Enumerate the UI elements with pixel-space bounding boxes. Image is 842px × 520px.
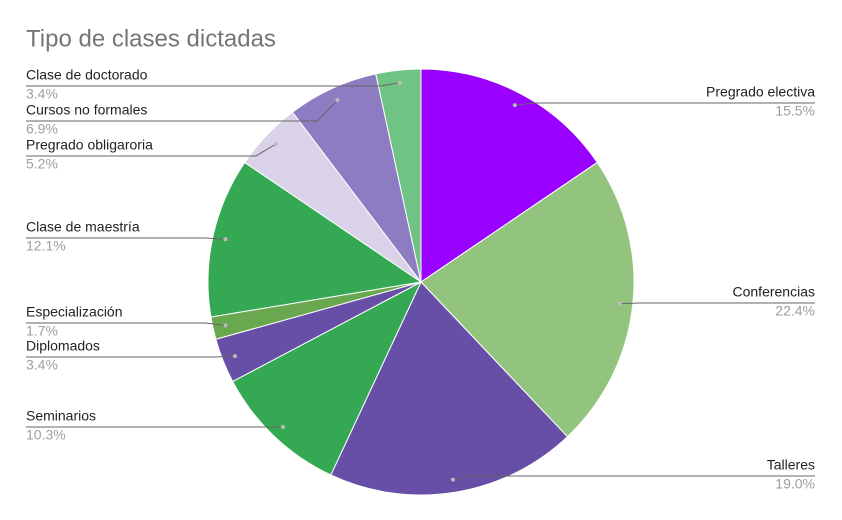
slice-label: Pregrado obligaroria xyxy=(26,137,153,153)
slice-label: Conferencias xyxy=(733,284,816,300)
slice-value-label: 3.4% xyxy=(26,357,58,373)
leader-line xyxy=(26,237,226,240)
slice-label: Clase de doctorado xyxy=(26,67,148,83)
leader-line xyxy=(620,302,815,305)
slice-value-label: 10.3% xyxy=(26,427,66,443)
pie-slice xyxy=(375,68,422,283)
slice-label: Seminarios xyxy=(26,408,96,424)
leader-dot xyxy=(273,142,278,147)
leader-line xyxy=(514,102,815,106)
slice-label: Pregrado electiva xyxy=(706,84,815,100)
leader-dot xyxy=(223,323,228,328)
leader-line xyxy=(452,475,815,481)
leader-dot xyxy=(335,98,340,103)
slice-value-label: 22.4% xyxy=(775,303,815,319)
leader-line xyxy=(26,143,277,157)
slice-label: Clase de maestría xyxy=(26,219,140,235)
slice-value-label: 1.7% xyxy=(26,323,58,339)
pie-slice xyxy=(207,161,423,318)
slice-value-label: 6.9% xyxy=(26,121,58,137)
leader-line xyxy=(26,355,236,358)
leader-line xyxy=(26,99,338,122)
leader-dot xyxy=(397,80,402,85)
slice-value-label: 3.4% xyxy=(26,86,58,102)
slice-value-label: 5.2% xyxy=(26,156,58,172)
pie-slice xyxy=(420,68,598,283)
chart-title: Tipo de clases dictadas xyxy=(26,25,276,52)
leader-dot xyxy=(280,424,285,429)
slice-label: Diplomados xyxy=(26,338,100,354)
slice-label: Talleres xyxy=(767,457,815,473)
slice-value-label: 15.5% xyxy=(775,103,815,119)
slice-value-label: 19.0% xyxy=(775,476,815,492)
slice-label: Cursos no formales xyxy=(26,102,147,118)
pie-slice xyxy=(420,161,635,438)
leader-dot xyxy=(618,301,623,306)
leader-line xyxy=(26,82,400,87)
pie-slice xyxy=(330,281,569,496)
leader-dot xyxy=(232,354,237,359)
leader-dot xyxy=(450,477,455,482)
slice-label: Especialización xyxy=(26,304,123,320)
leader-line xyxy=(26,322,226,326)
leader-dot xyxy=(223,237,228,242)
leader-dot xyxy=(512,103,517,108)
slice-value-label: 12.1% xyxy=(26,238,66,254)
